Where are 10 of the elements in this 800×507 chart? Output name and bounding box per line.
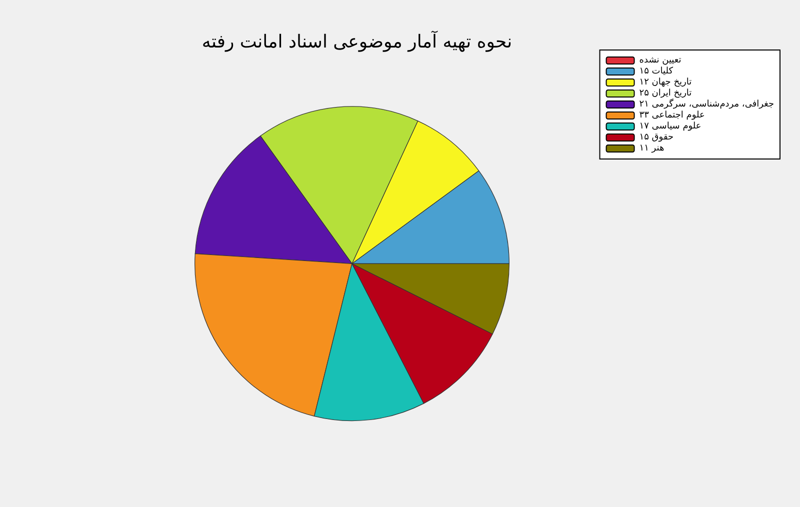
legend-label: علوم اجتماعی ۳۳ (639, 110, 705, 120)
legend-label: تاریخ ایران ۲۵ (639, 88, 692, 98)
legend-label: تاریخ جهان ۱۲ (639, 78, 692, 88)
legend-label: علوم سیاسی ۱۷ (639, 122, 702, 132)
legend-label: کلیات ۱۵ (639, 66, 674, 76)
legend-label: جغرافی، مردم‌شناسی، سرگرمی ۲۱ (639, 98, 774, 110)
chart-title: نحوه تهیه آمار موضوعی اسناد امانت رفته (202, 30, 512, 52)
legend-label: تعیین نشده (639, 56, 682, 66)
legend-label: حقوق ۱۵ (639, 132, 674, 142)
legend-label: هنر ۱۱ (639, 144, 664, 154)
